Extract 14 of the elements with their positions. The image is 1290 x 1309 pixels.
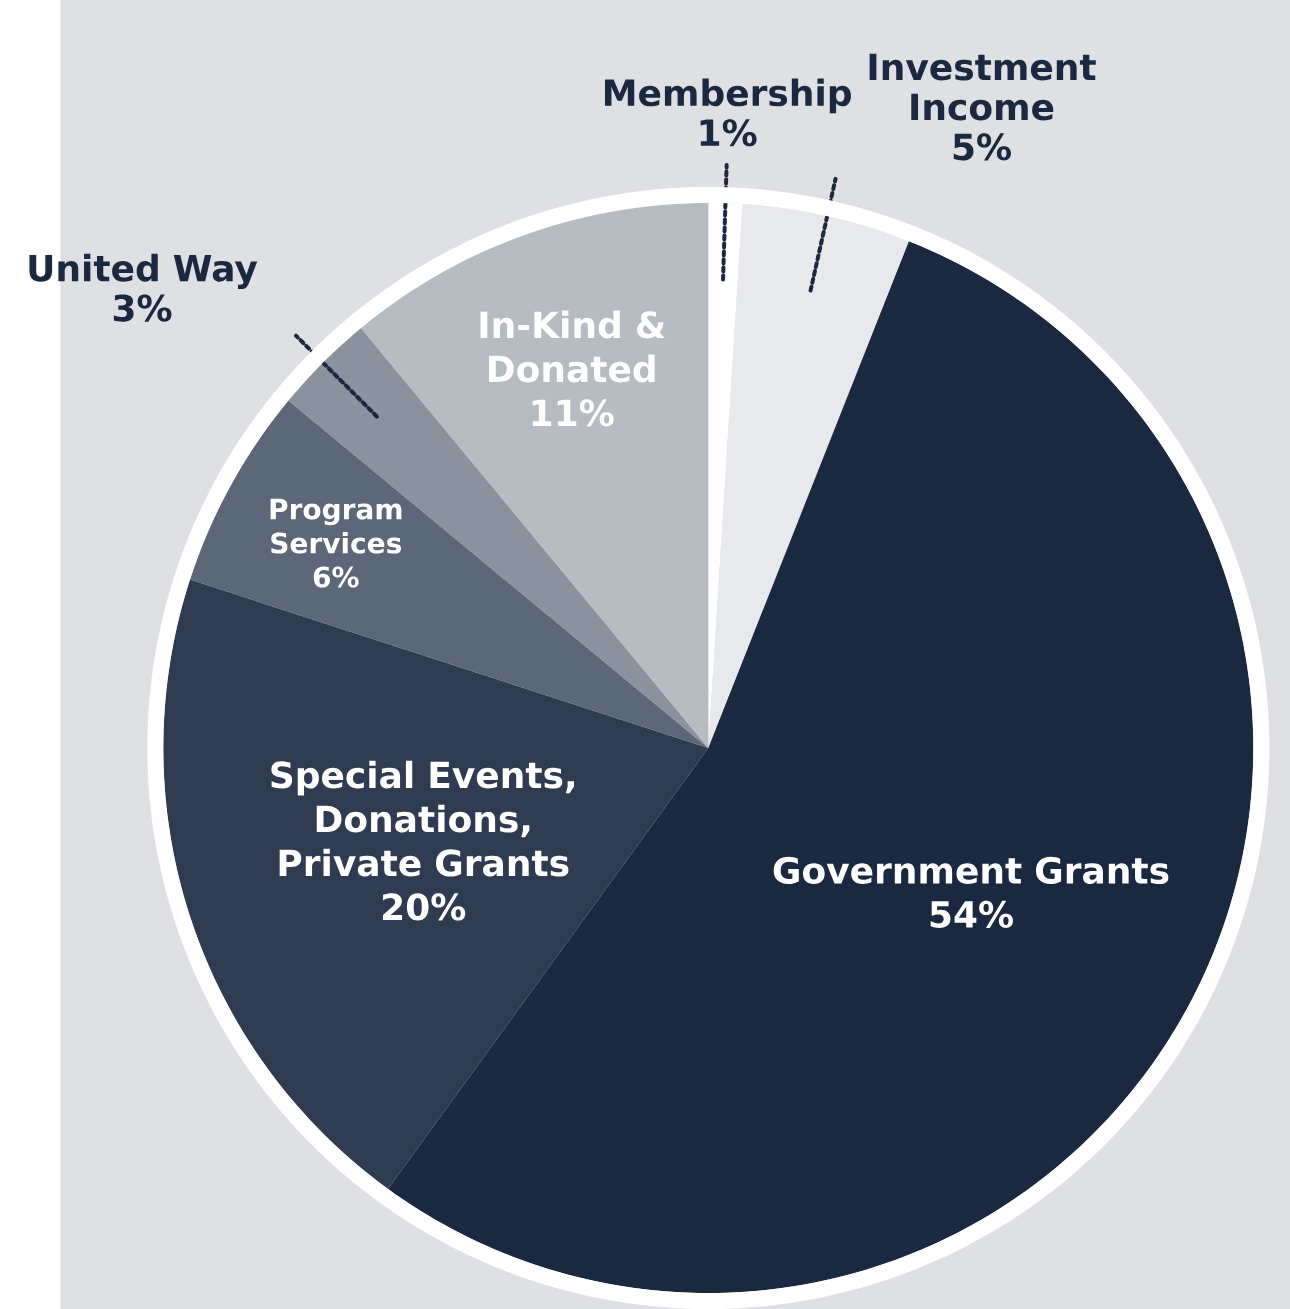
slice-label: United Way: [29, 253, 258, 289]
data-label: 5%: [953, 133, 1011, 161]
data-label: 6%: [313, 566, 359, 588]
slice-label: Investment Income: [869, 53, 1096, 121]
data-label: 1%: [700, 119, 757, 147]
data-label: 20%: [382, 893, 466, 921]
slice-label: In-Kind & Donated: [480, 310, 665, 383]
data-label: 54%: [930, 900, 1013, 929]
slice-label: Membership: [604, 78, 851, 114]
data-label: 3%: [113, 294, 172, 322]
slice-label: Government Grants: [773, 856, 1169, 884]
data-label: 11%: [532, 399, 614, 427]
slice-label: Special Events, Donations, Private Grants: [271, 760, 574, 877]
slice-label: Program Services: [270, 498, 402, 554]
